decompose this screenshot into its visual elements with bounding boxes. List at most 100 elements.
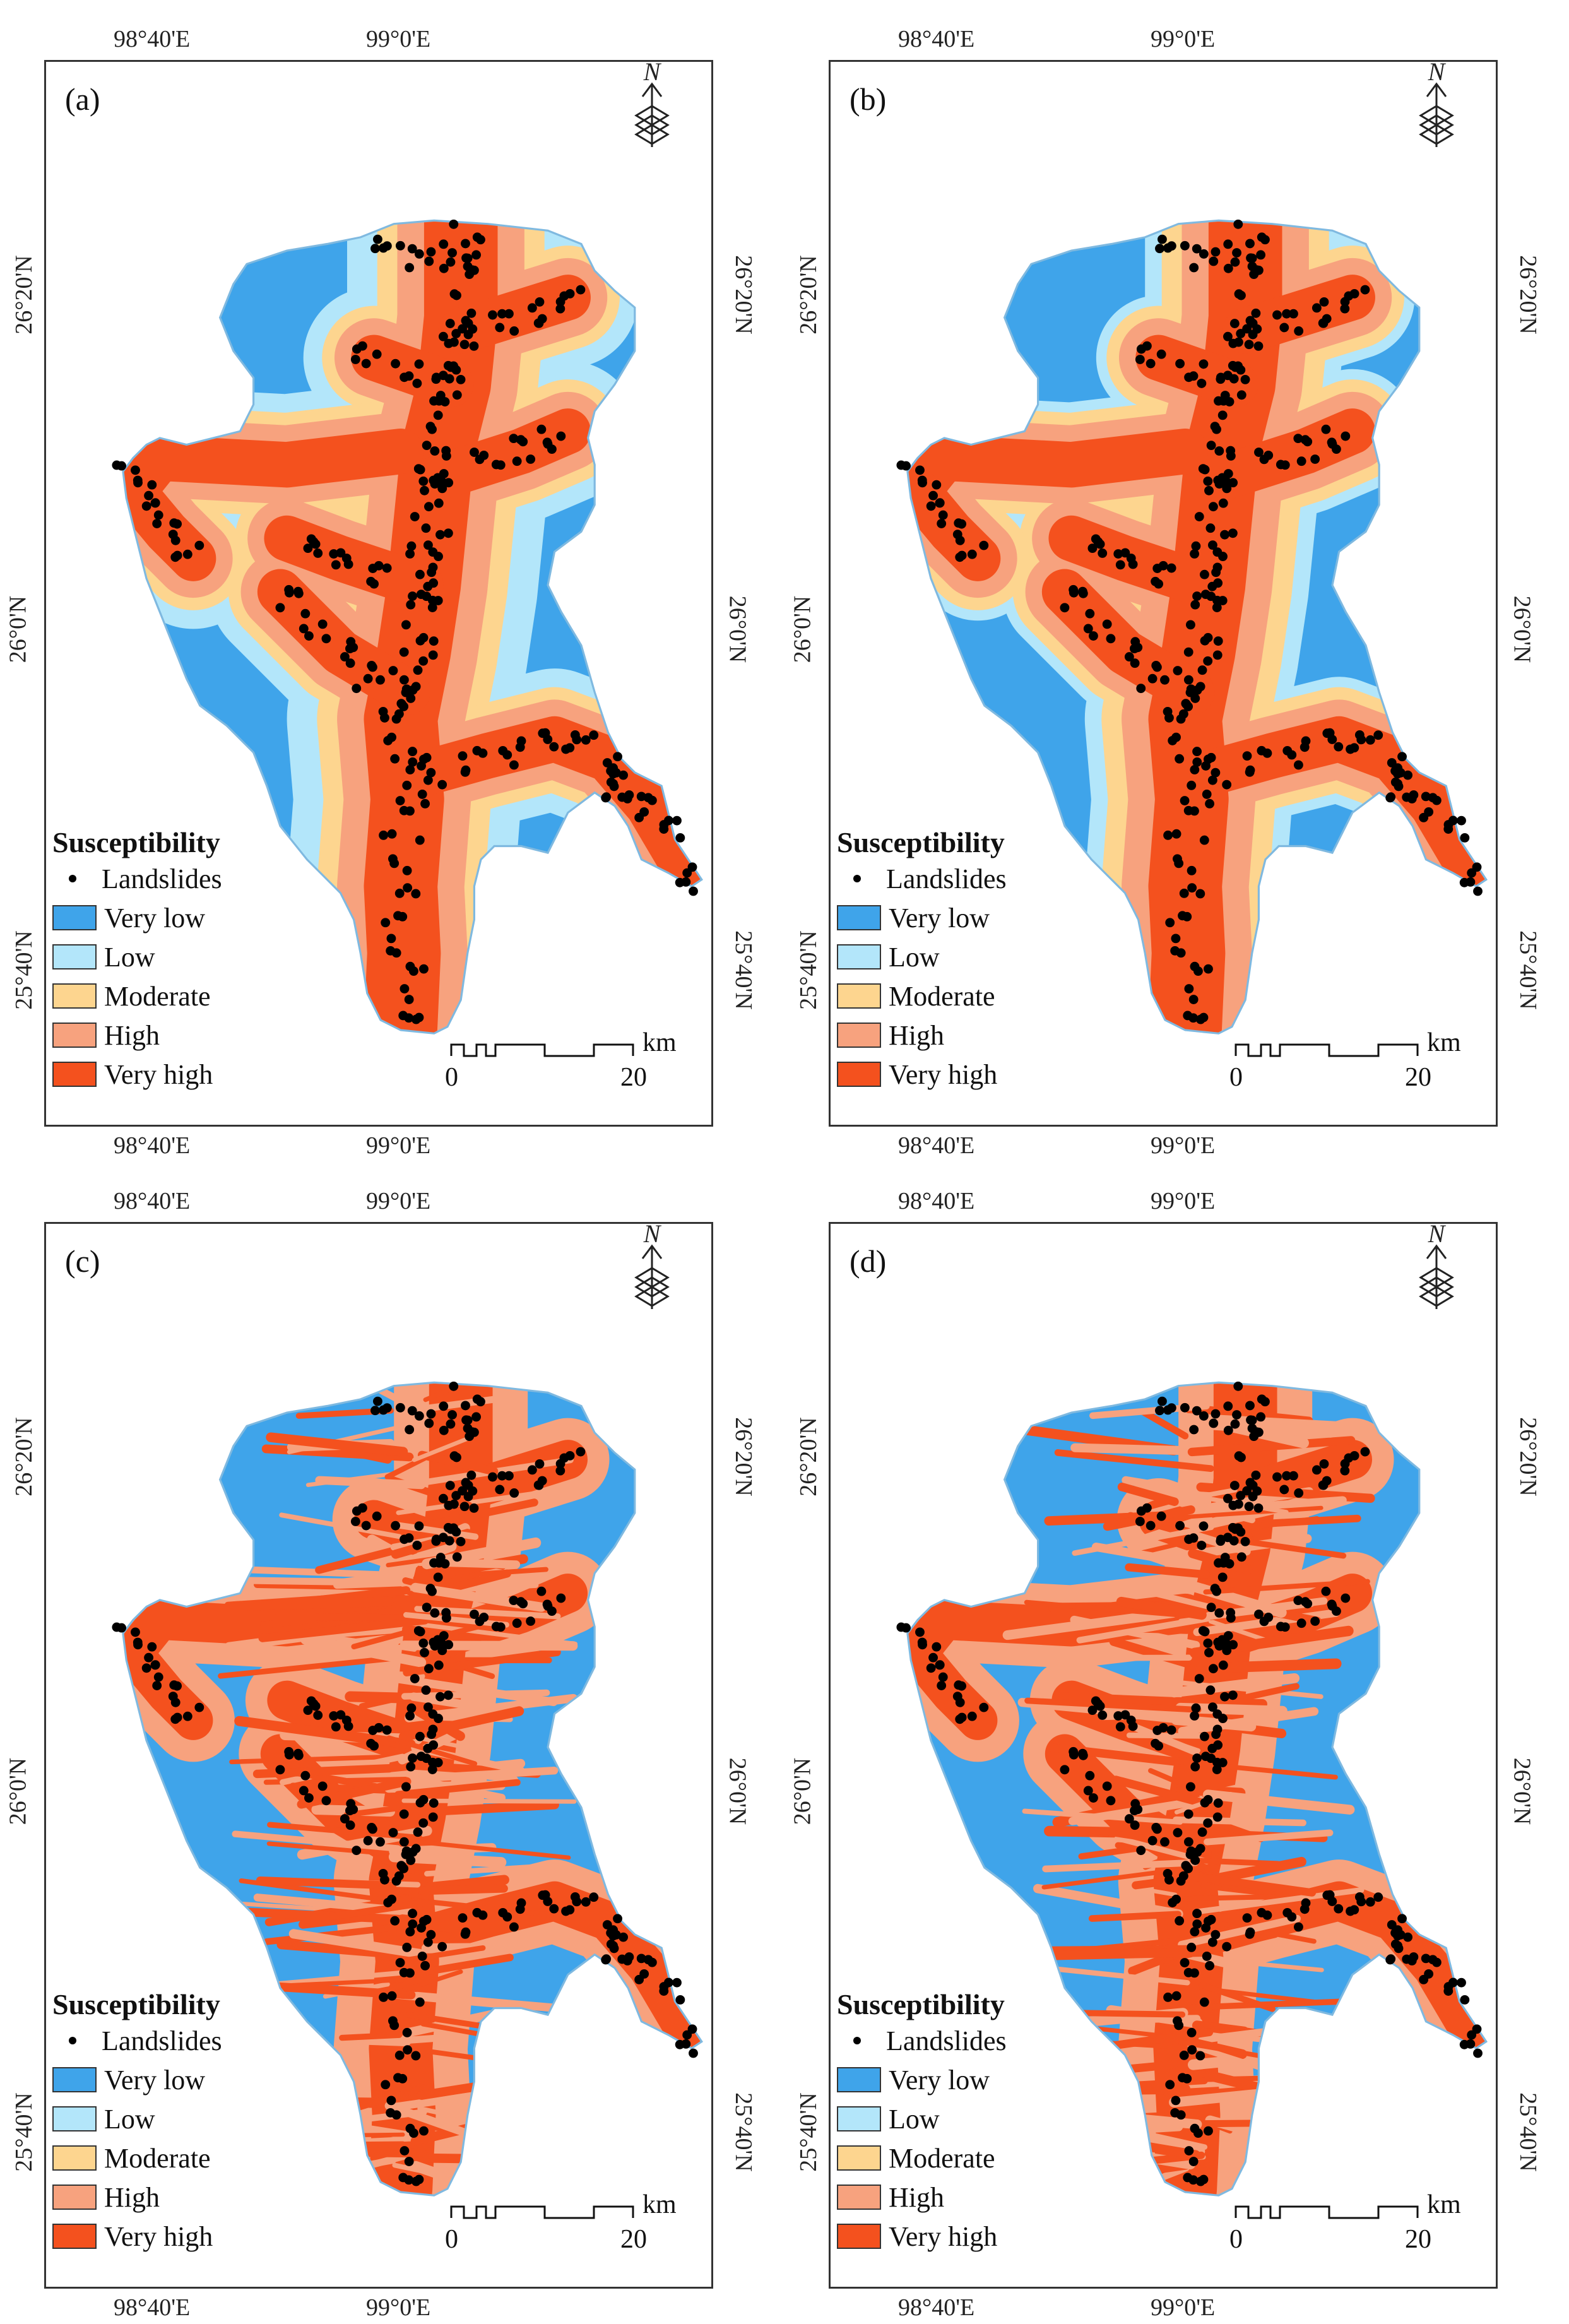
landslide-point [1207,1937,1217,1947]
landslide-point [452,1552,462,1562]
landslide-point [1197,379,1207,388]
landslide-point [449,1381,459,1391]
landslide-point [408,1919,418,1929]
legend-label: Landslides [102,863,222,894]
landslide-point [1203,656,1213,666]
legend: Susceptibility Landslides Very low Low Moder… [52,826,222,1094]
landslide-point [1206,1603,1216,1613]
landslide-point [363,1835,373,1846]
landslide-point [1190,600,1200,610]
landslide-point [1311,303,1322,313]
landslide-point [1257,745,1267,756]
north-arrow-icon: N [630,57,674,163]
landslide-point [1293,434,1303,444]
landslide-point [399,675,409,685]
landslide-point [1203,476,1213,486]
lat-tick-right: 26°20'N [1514,255,1541,335]
landslide-point [1204,754,1213,764]
landslide-point [681,2039,691,2049]
landslide-point [406,694,416,703]
panel-letter: (a) [65,81,100,117]
landslide-point [429,396,439,406]
landslide-point [559,291,569,301]
landslide-point [459,340,470,350]
landslide-point [602,1920,612,1930]
landslide-point [461,1415,471,1425]
landslide-point [405,263,415,273]
landslide-point [1166,563,1176,573]
landslide-point [1189,263,1199,273]
landslide-point [1200,465,1210,475]
lat-tick-right: 25°40'N [1514,930,1541,1010]
landslide-point [1190,2123,1200,2133]
landslide-point [1300,742,1310,752]
landslide-point [1287,750,1297,760]
landslide-point [689,2048,698,2058]
landslide-point [1142,341,1152,351]
landslide-point [423,540,433,550]
landslide-point [471,1412,482,1422]
landslide-point [1190,1968,1199,1978]
landslide-point [636,791,646,802]
lat-tick-right: 26°0'N [724,595,751,663]
landslide-point [502,750,512,760]
lat-tick-left: 25°40'N [10,2092,37,2172]
landslide-point [437,1645,447,1656]
landslide-point [414,1521,424,1531]
north-label: N [643,59,662,86]
landslide-point [1179,2050,1189,2060]
landslide-point [458,1486,468,1496]
landslide-point [437,483,447,494]
legend-swatch [837,2224,881,2249]
landslide-point [687,2024,697,2034]
lon-tick-top: 98°40'E [114,1188,191,1214]
landslide-points [112,1381,698,2186]
landslide-point [1365,735,1375,745]
landslide-point [1341,1593,1351,1603]
landslide-point [447,248,457,258]
landslide-point [317,1781,328,1791]
landslide-point [152,519,162,528]
landslide-point [299,1786,309,1796]
landslide-point [405,1927,415,1936]
landslide-point [1183,647,1193,657]
map-frame: (a) N Susceptibility Landslides Very low Low M… [44,57,713,1127]
legend-label: Very low [889,2064,990,2096]
landslide-point [469,341,479,351]
landslide-point [1190,694,1200,703]
landslide-point [1173,666,1183,675]
legend-item-landslides: Landslides [837,2021,1007,2060]
landslide-point [1197,1827,1207,1837]
landslide-point [445,319,455,328]
landslide-point [1188,371,1199,381]
landslide-point [1192,1847,1202,1857]
landslide-point [1254,448,1264,457]
landslide-point [1192,757,1202,767]
landslide-point [1171,1991,1181,2001]
landslide-point [1136,1846,1146,1856]
landslide-point [1147,1835,1158,1846]
legend-label: Moderate [889,2142,995,2174]
landslide-point [1223,239,1233,249]
landslide-point [153,510,163,520]
landslide-point [444,338,454,348]
landslide-point [170,1697,181,1707]
legend-item: High [52,1016,222,1055]
landslide-point [1344,1453,1354,1463]
landslide-point [1280,1622,1290,1632]
landslide-point [1373,730,1383,740]
legend-label: Landslides [886,863,1007,894]
landslide-point [1393,1931,1402,1941]
landslide-point [1424,807,1434,817]
landslide-point [336,1710,346,1720]
scale-end: 20 [1405,1063,1431,1092]
landslide-point [1078,1750,1088,1760]
legend: Susceptibility Landslides Very low Low Moder… [837,1988,1007,2256]
landslide-point [444,478,454,488]
landslide-point [144,490,153,501]
landslide-point [1166,1403,1176,1413]
landslide-point [1214,446,1224,456]
landslide-point [394,888,405,898]
landslide-point [1214,1641,1224,1651]
landslide-point [430,446,440,456]
